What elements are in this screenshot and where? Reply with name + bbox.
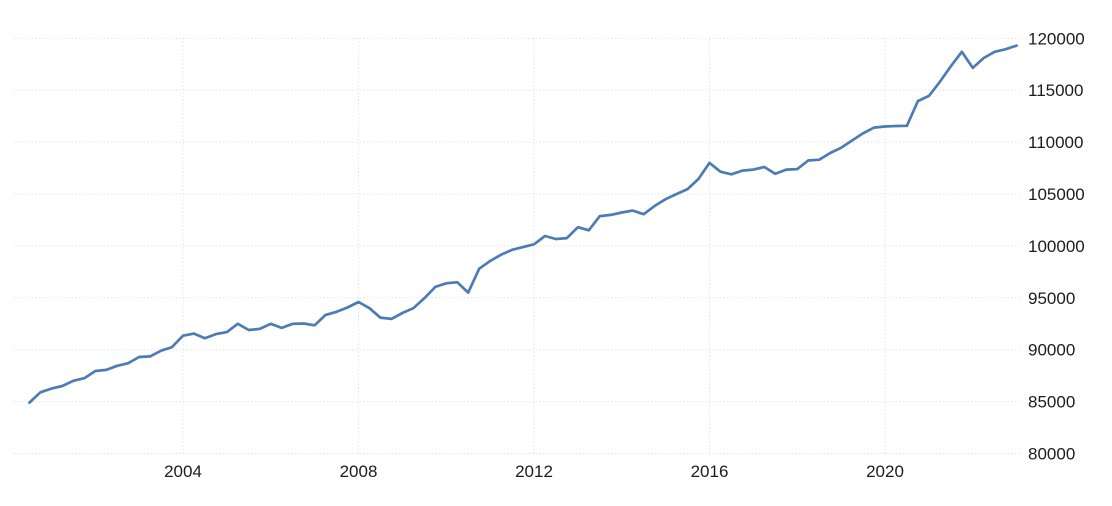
data-line [28, 44, 1018, 404]
x-axis-tick-label: 2020 [866, 462, 904, 481]
y-axis-tick-label: 80000 [1028, 445, 1075, 464]
x-axis-tick-label: 2012 [515, 462, 553, 481]
y-axis-tick-label: 115000 [1028, 81, 1083, 100]
y-axis-tick-label: 110000 [1028, 133, 1083, 152]
x-axis-tick-label: 2008 [340, 462, 378, 481]
y-axis-tick-label: 95000 [1028, 289, 1075, 308]
y-axis-tick-label: 105000 [1028, 185, 1085, 204]
y-axis-tick-label: 90000 [1028, 341, 1075, 360]
y-axis-tick-label: 120000 [1028, 29, 1085, 48]
x-axis-tick-label: 2004 [164, 462, 202, 481]
x-axis-tick-label: 2016 [691, 462, 729, 481]
y-axis-tick-label: 85000 [1028, 393, 1075, 412]
y-axis-tick-label: 100000 [1028, 237, 1085, 256]
